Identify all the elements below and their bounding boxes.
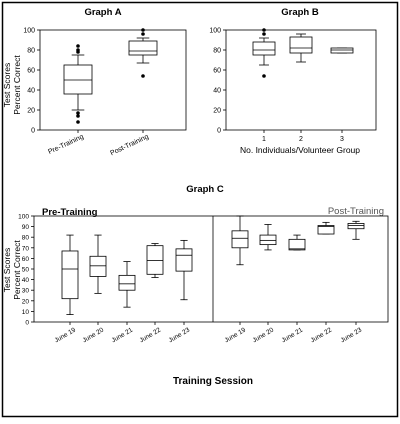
graph-b-ytick-label-40: 40 (213, 88, 221, 95)
graph-c-0-1-iqr-rect (89, 255, 107, 277)
graph-c-1-3-iqr-rect (317, 225, 335, 235)
graph-b-0-outlier-1 (262, 32, 266, 36)
graph-c-0-2-box (118, 261, 136, 308)
graph-b-2-iqr-rect (330, 47, 354, 54)
graph-a-0-outlier-4 (76, 114, 80, 118)
graph-c-0-0-box (61, 234, 79, 315)
graph-c-ytick-label-30: 30 (22, 288, 30, 295)
graph-b-2-box (330, 47, 354, 54)
graph-c-1-3-box (317, 221, 335, 235)
graph-c-ytick-label-90: 90 (22, 224, 30, 231)
graph-c-0-1-box (89, 234, 107, 294)
graph-c-0-3-box (146, 243, 164, 278)
graph-a-ylabel-line2: Percent Correct (12, 55, 22, 115)
graph-c-1-0-iqr-rect (231, 230, 249, 249)
graph-a-1-outlier-0 (141, 28, 145, 32)
graph-a-0-outlier-0 (76, 44, 80, 48)
graph-a-0-outlier-5 (76, 120, 80, 124)
graph-b-ytick-label-20: 20 (213, 108, 221, 115)
graph-c-0-4-box (175, 239, 193, 301)
graph-a-0-outlier-2 (76, 50, 80, 54)
graph-b-xlabel: No. Individuals/Volunteer Group (240, 145, 360, 155)
graph-b-ytick-label-80: 80 (213, 48, 221, 55)
graph-a-0-iqr-rect (63, 64, 93, 95)
graph-c-0-2-iqr-rect (118, 274, 136, 291)
graph-a-1-box (128, 28, 158, 78)
graph-c-ytick-label-20: 20 (22, 298, 30, 305)
graph-c-ytick-label-70: 70 (22, 245, 30, 252)
graph-c-pre-label: Pre-Training (42, 207, 98, 218)
graph-c-ytick-label-100: 100 (18, 214, 29, 221)
graph-a-title: Graph A (84, 7, 121, 18)
graph-c-ytick-label-10: 10 (22, 309, 30, 316)
graph-b-xtick-label-1: 2 (299, 136, 303, 143)
graph-a-ytick-label-20: 20 (27, 108, 35, 115)
graph-a-ytick-label-60: 60 (27, 68, 35, 75)
graph-a-frame (39, 29, 187, 131)
graph-c-ytick-label-80: 80 (22, 235, 30, 242)
graph-b-1-iqr-rect (289, 36, 313, 54)
graph-c-0-0-iqr-rect (61, 250, 79, 300)
graph-c-ytick-label-50: 50 (22, 267, 30, 274)
graph-b-title: Graph B (281, 7, 319, 18)
graph-a-1-iqr-rect (128, 40, 158, 56)
graph-a-0-outlier-3 (76, 111, 80, 115)
graph-a-1-outlier-1 (141, 32, 145, 36)
graph-a-1-outlier-2 (141, 74, 145, 78)
graph-a-0-box (63, 44, 93, 124)
graph-a-ylabel-line1: Test Scores (2, 63, 12, 107)
graph-c-1-1-box (259, 224, 277, 251)
graph-c-ylabel-line2: Percent Correct (12, 240, 22, 300)
graph-c-0-3-iqr-rect (146, 245, 164, 275)
graph-a-ytick-label-0: 0 (31, 128, 35, 135)
graph-c-xlabel: Training Session (173, 376, 253, 387)
graph-a-ytick-label-100: 100 (23, 28, 35, 35)
graph-b-0-outlier-2 (262, 74, 266, 78)
graph-b-1-box (289, 33, 313, 63)
graph-b-ytick-label-100: 100 (209, 28, 221, 35)
graph-b-0-box (252, 28, 276, 78)
graph-c-ylabel-line1: Test Scores (2, 248, 12, 292)
graph-c-title: Graph C (186, 184, 224, 195)
graph-c-1-2-box (288, 234, 306, 251)
graph-c-1-0-box (231, 215, 249, 266)
graph-c-1-4-iqr-rect (347, 223, 365, 230)
graph-b-0-iqr-rect (252, 41, 276, 56)
graph-b-xtick-label-2: 3 (340, 136, 344, 143)
graph-a-ytick-label-80: 80 (27, 48, 35, 55)
graph-c-0-4-iqr-rect (175, 248, 193, 272)
graph-b-xtick-label-0: 1 (262, 136, 266, 143)
graph-c-ytick-label-0: 0 (25, 320, 29, 327)
graph-b-ytick-label-0: 0 (217, 128, 221, 135)
graph-b-0-outlier-0 (262, 28, 266, 32)
graph-c-ytick-label-60: 60 (22, 256, 30, 263)
graph-a-ytick-label-40: 40 (27, 88, 35, 95)
graph-c-1-1-iqr-rect (259, 234, 277, 246)
graph-b-ytick-label-60: 60 (213, 68, 221, 75)
graph-c-post-label: Post-Training (328, 206, 384, 217)
graph-c-1-4-box (347, 220, 365, 240)
graph-c-1-2-iqr-rect (288, 238, 306, 251)
graph-c-ytick-label-40: 40 (22, 277, 30, 284)
